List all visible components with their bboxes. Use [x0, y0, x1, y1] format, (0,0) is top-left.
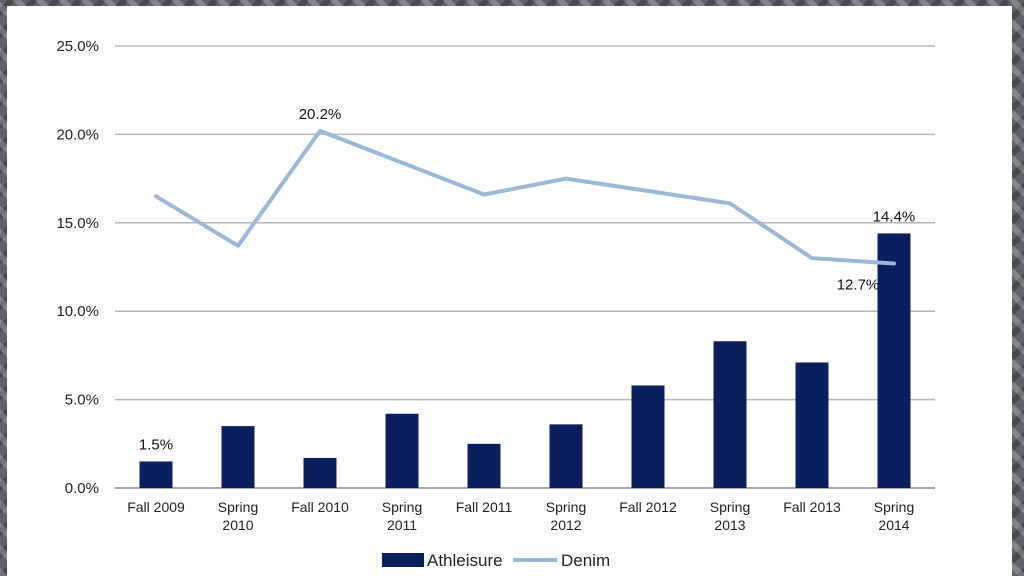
bar-athleisure [139, 461, 173, 488]
bar-athleisure [877, 233, 911, 488]
x-tick-label: Fall 2011 [456, 499, 513, 515]
legend-label-athleisure: Athleisure [427, 551, 503, 570]
bar-athleisure [385, 413, 419, 488]
data-label: 12.7% [837, 276, 880, 293]
bar-athleisure [467, 443, 501, 488]
x-tick-label-line: 2011 [387, 517, 417, 533]
x-tick-label: Spring 2012 [546, 499, 586, 533]
chart-card: 0.0% 5.0% 10.0% 15.0% 20.0% 25.0% Fall 2009 Spr… [7, 6, 1012, 576]
y-tick-label: 10.0% [56, 303, 99, 320]
x-tick-label-line: Spring [382, 499, 422, 515]
x-tick-label-line: Spring [874, 499, 914, 515]
chart: 0.0% 5.0% 10.0% 15.0% 20.0% 25.0% Fall 2009 Spr… [56, 38, 935, 570]
legend-label-denim: Denim [561, 551, 610, 570]
x-tick-label-line: 2012 [550, 517, 581, 533]
x-tick-label-line: Spring [710, 499, 750, 515]
legend-swatch-athleisure [382, 553, 424, 567]
x-tick-label: Spring 2013 [710, 499, 750, 533]
x-tick-label-line: Fall 2013 [783, 499, 841, 515]
x-tick-label: Spring 2011 [382, 499, 422, 533]
x-tick-label-line: 2010 [222, 517, 253, 533]
x-tick-label: Fall 2012 [619, 499, 677, 515]
data-label: 1.5% [139, 436, 173, 453]
x-tick-label: Fall 2009 [127, 499, 185, 515]
y-tick-label: 15.0% [56, 215, 99, 232]
data-label: 20.2% [299, 106, 342, 123]
x-tick-label-line: Spring [546, 499, 586, 515]
x-tick-label-line: Fall 2012 [619, 499, 677, 515]
bar-athleisure [713, 341, 747, 488]
x-tick-label: Fall 2013 [783, 499, 841, 515]
x-tick-label-line: Fall 2010 [291, 499, 349, 515]
bar-athleisure [795, 362, 829, 488]
y-tick-label: 20.0% [56, 126, 99, 143]
x-tick-label: Fall 2010 [291, 499, 349, 515]
x-tick-label-line: Spring [218, 499, 258, 515]
y-tick-label: 5.0% [65, 392, 99, 409]
line-denim [154, 128, 896, 266]
x-tick-label-line: 2013 [714, 517, 745, 533]
bar-athleisure [221, 426, 255, 488]
x-tick-label-line: 2014 [878, 517, 909, 533]
x-tick-label-line: Fall 2011 [456, 499, 513, 515]
y-tick-label: 0.0% [65, 480, 99, 497]
y-tick-label: 25.0% [56, 38, 99, 55]
bar-athleisure [631, 385, 665, 488]
x-tick-label-line: Fall 2009 [127, 499, 185, 515]
bar-athleisure [303, 457, 337, 488]
x-tick-label: Spring 2010 [218, 499, 258, 533]
x-tick-label: Spring 2014 [874, 499, 914, 533]
data-label: 14.4% [873, 208, 916, 225]
bar-athleisure [549, 424, 583, 488]
